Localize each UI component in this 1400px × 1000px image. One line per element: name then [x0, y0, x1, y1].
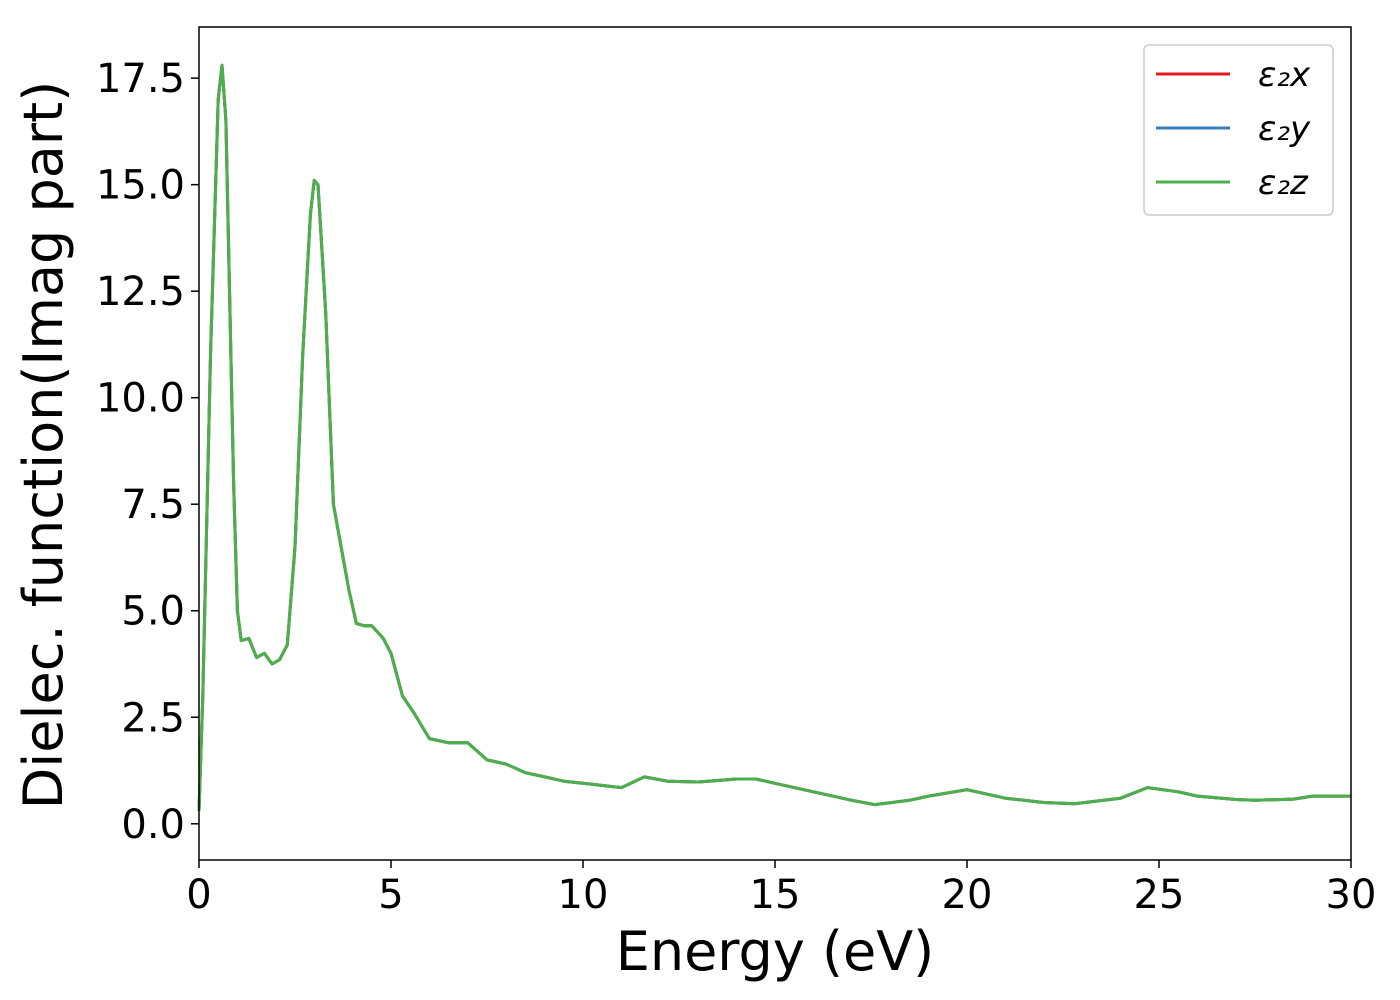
x-tick-label: 10 — [558, 872, 609, 918]
y-tick-label: 15.0 — [96, 163, 185, 209]
y-tick-label: 12.5 — [96, 269, 185, 315]
y-tick-label: 10.0 — [96, 376, 185, 422]
x-axis-label: Energy (eV) — [616, 920, 935, 983]
x-tick-label: 25 — [1134, 872, 1185, 918]
legend-label: ε₂z — [1258, 163, 1309, 203]
x-tick-label: 20 — [942, 872, 993, 918]
legend-label: ε₂y — [1258, 109, 1311, 149]
x-tick-label: 15 — [750, 872, 801, 918]
y-tick-label: 0.0 — [121, 802, 185, 848]
x-tick-label: 30 — [1326, 872, 1377, 918]
x-tick-label: 5 — [378, 872, 403, 918]
y-axis-label: Dielec. function(Imag part) — [12, 81, 75, 810]
y-tick-label: 7.5 — [121, 482, 185, 528]
plot-frame — [198, 26, 1352, 861]
y-tick-label: 2.5 — [121, 695, 185, 741]
legend-box — [1143, 44, 1334, 216]
y-tick-label: 5.0 — [121, 589, 185, 635]
legend-label: ε₂x — [1258, 55, 1311, 95]
x-tick-label: 0 — [186, 872, 211, 918]
y-tick-label: 17.5 — [96, 56, 185, 102]
line-series — [197, 63, 1351, 812]
